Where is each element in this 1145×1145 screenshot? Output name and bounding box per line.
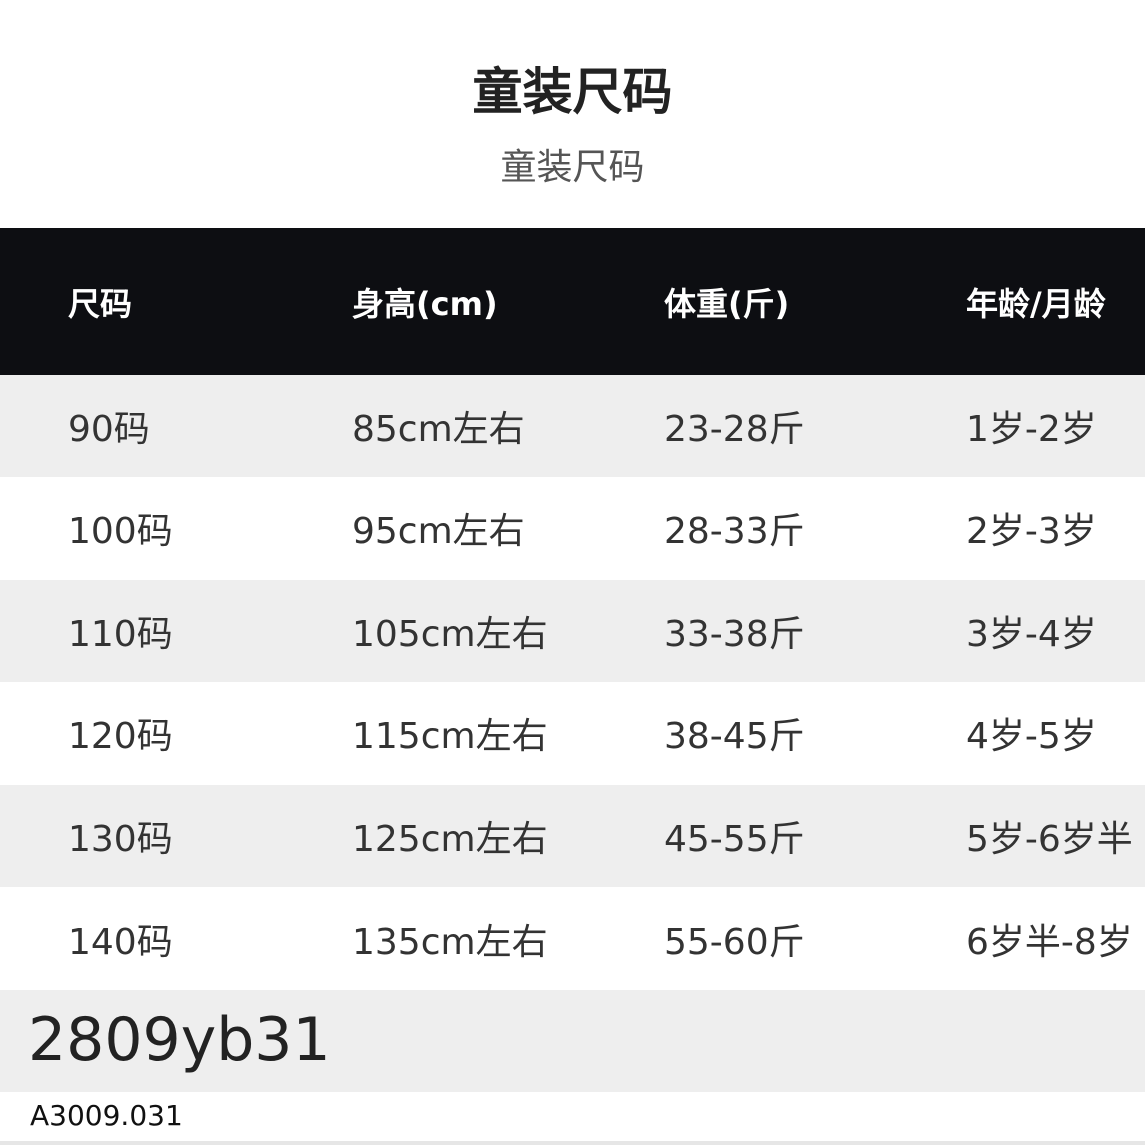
header-size: 尺码 xyxy=(68,284,133,323)
table-header: 尺码 身高(cm) 体重(斤) 年龄/月龄 xyxy=(0,228,1145,375)
cell-age: 5岁-6岁半 xyxy=(966,819,1133,860)
cell-size: 130码 xyxy=(68,819,173,860)
table-row: 100码 95cm左右 28-33斤 2岁-3岁 xyxy=(0,477,1145,579)
cell-size: 90码 xyxy=(68,409,150,450)
product-code-back: 2809yb31 xyxy=(28,1005,331,1075)
cell-size: 120码 xyxy=(68,716,173,757)
cell-size: 100码 xyxy=(68,511,173,552)
cell-weight: 45-55斤 xyxy=(664,819,805,860)
cell-size: 140码 xyxy=(68,922,173,963)
cell-age: 2岁-3岁 xyxy=(966,511,1097,552)
cell-size: 110码 xyxy=(68,614,173,655)
cell-height: 115cm左右 xyxy=(352,716,548,757)
cell-weight: 28-33斤 xyxy=(664,511,805,552)
empty-row xyxy=(0,990,1145,1092)
header-age: 年龄/月龄 xyxy=(966,284,1106,323)
cell-weight: 33-38斤 xyxy=(664,614,805,655)
cell-weight: 23-28斤 xyxy=(664,409,805,450)
table-row: 110码 105cm左右 33-38斤 3岁-4岁 xyxy=(0,580,1145,682)
cell-height: 135cm左右 xyxy=(352,922,548,963)
product-code-label: A3009.031 xyxy=(0,1094,210,1140)
cell-height: 125cm左右 xyxy=(352,819,548,860)
cell-height: 85cm左右 xyxy=(352,409,525,450)
cell-age: 3岁-4岁 xyxy=(966,614,1097,655)
header-height: 身高(cm) xyxy=(352,284,498,323)
cell-age: 4岁-5岁 xyxy=(966,716,1097,757)
divider xyxy=(0,1141,1145,1145)
cell-height: 105cm左右 xyxy=(352,614,548,655)
cell-weight: 55-60斤 xyxy=(664,922,805,963)
table-row: 130码 125cm左右 45-55斤 5岁-6岁半 xyxy=(0,785,1145,887)
cell-height: 95cm左右 xyxy=(352,511,525,552)
page-subtitle: 童装尺码 xyxy=(500,147,645,188)
product-code-front: A3009.031 xyxy=(30,1099,183,1132)
table-row: 90码 85cm左右 23-28斤 1岁-2岁 xyxy=(0,375,1145,477)
page-title: 童装尺码 xyxy=(472,63,673,121)
table-row: 120码 115cm左右 38-45斤 4岁-5岁 xyxy=(0,682,1145,784)
cell-age: 6岁半-8岁 xyxy=(966,922,1133,963)
cell-weight: 38-45斤 xyxy=(664,716,805,757)
table-row: 140码 135cm左右 55-60斤 6岁半-8岁 xyxy=(0,888,1145,990)
header-weight: 体重(斤) xyxy=(664,284,790,323)
cell-age: 1岁-2岁 xyxy=(966,409,1097,450)
